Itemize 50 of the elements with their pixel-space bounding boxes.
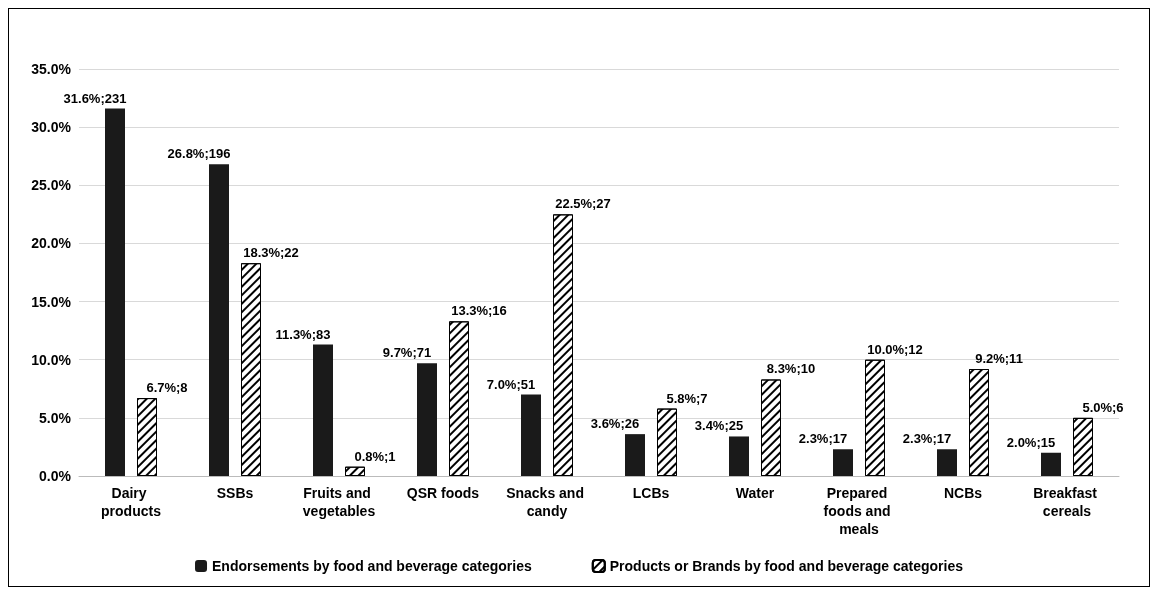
x-tick-label: Water xyxy=(735,485,775,501)
x-tick-label: Dairy products xyxy=(101,485,162,519)
x-tick-label: Snacks and candy xyxy=(506,485,588,519)
data-label: 0.8%;1 xyxy=(354,448,396,464)
y-tick-label: 35.0% xyxy=(31,61,72,77)
y-tick-label: 30.0% xyxy=(31,119,72,136)
legend-label: Products or Brands by food and beverage categories xyxy=(609,558,964,574)
x-tick-label: NCBs xyxy=(943,485,983,501)
data-label: 10.0%;12 xyxy=(867,341,923,357)
bar xyxy=(937,449,957,476)
data-label: 11.3%;83 xyxy=(275,326,331,342)
data-label: 5.0%;6 xyxy=(1082,399,1124,415)
y-tick-label: 25.0% xyxy=(31,177,72,194)
data-label: 6.7%;8 xyxy=(146,380,188,396)
x-tick-label: Prepared foods and meals xyxy=(823,485,895,537)
data-label: 9.7%;71 xyxy=(382,345,432,361)
data-label: 2.0%;15 xyxy=(1006,434,1056,450)
data-label: 18.3%;22 xyxy=(243,245,299,261)
bar xyxy=(625,434,645,476)
y-tick-label: 0.0% xyxy=(39,468,72,484)
data-label: 8.3%;10 xyxy=(766,361,816,377)
x-tick-label: Breakfast cereals xyxy=(1033,485,1101,519)
data-label: 2.3%;17 xyxy=(798,431,848,447)
bar xyxy=(833,449,853,476)
x-tick-label: SSBs xyxy=(216,485,254,501)
data-label: 26.8%;196 xyxy=(167,146,231,162)
bar xyxy=(313,344,333,476)
bar xyxy=(417,363,437,476)
bar xyxy=(729,436,749,476)
y-tick-label: 15.0% xyxy=(31,293,72,310)
data-label: 22.5%;27 xyxy=(555,196,611,212)
y-tick-label: 20.0% xyxy=(31,235,72,252)
x-tick-label: LCBs xyxy=(632,485,670,501)
x-tick-label: Fruits and vegetables xyxy=(302,485,376,519)
bar xyxy=(209,164,229,476)
data-label: 3.4%;25 xyxy=(694,418,744,434)
x-tick-label: QSR foods xyxy=(406,485,480,501)
data-label: 2.3%;17 xyxy=(902,431,952,447)
data-label: 9.2%;11 xyxy=(975,351,1023,367)
data-label: 13.3%;16 xyxy=(451,303,507,319)
y-tick-label: 5.0% xyxy=(39,409,72,426)
legend-label: Endorsements by food and beverage categories xyxy=(212,558,532,574)
bar xyxy=(521,394,541,476)
data-label: 31.6%;231 xyxy=(63,90,127,106)
bar xyxy=(1041,452,1061,476)
y-tick-label: 10.0% xyxy=(31,351,72,368)
bar xyxy=(105,108,125,476)
data-label: 3.6%;26 xyxy=(590,416,640,432)
data-label: 7.0%;51 xyxy=(486,376,536,392)
data-label: 5.8%;7 xyxy=(666,390,708,406)
